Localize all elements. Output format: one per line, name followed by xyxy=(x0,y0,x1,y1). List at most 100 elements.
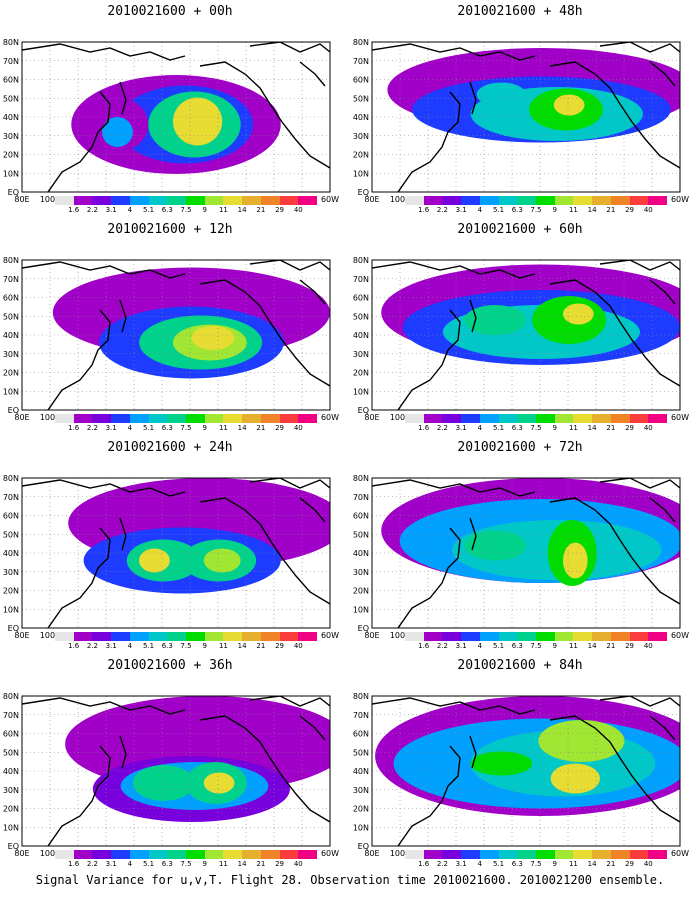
colorbar-swatch xyxy=(592,850,612,859)
map-plot: 80N70N60N50N40N30N20N10NEQ80E100E120E140… xyxy=(350,22,690,204)
colorbar-swatch xyxy=(461,414,481,423)
lat-label: 20N xyxy=(353,151,369,160)
lat-label: 10N xyxy=(353,169,369,178)
lat-label: EQ xyxy=(358,188,369,197)
coastline xyxy=(249,478,330,489)
colorbar-swatch xyxy=(111,632,131,641)
colorbar-label: 9 xyxy=(552,424,557,432)
coastline xyxy=(249,696,330,707)
lat-label: 10N xyxy=(353,605,369,614)
coastline xyxy=(22,261,186,279)
colorbar-swatch xyxy=(498,632,518,641)
colorbar-swatch xyxy=(111,850,131,859)
map-svg: 80N70N60N50N40N30N20N10NEQ80E100E120E140… xyxy=(3,692,339,858)
colorbar-label: 2.2 xyxy=(436,860,448,868)
colorbar-swatch xyxy=(442,632,462,641)
lat-label: 10N xyxy=(3,823,19,832)
colorbar-swatch xyxy=(573,414,593,423)
plot-frame xyxy=(371,259,681,411)
panel-title: 2010021600 + 60h xyxy=(457,222,583,237)
colorbar-swatch xyxy=(279,414,299,423)
colorbar-label: 7.5 xyxy=(180,206,192,214)
colorbar-swatch xyxy=(536,414,556,423)
colorbar-swatch xyxy=(55,196,75,205)
colorbar-label: 5.1 xyxy=(492,860,505,868)
colorbar-swatch xyxy=(111,414,131,423)
colorbar-label: 6.3 xyxy=(511,424,523,432)
colorbar-swatch xyxy=(536,850,556,859)
colorbar-swatch xyxy=(167,850,187,859)
map-plot: 80N70N60N50N40N30N20N10NEQ80E100E120E140… xyxy=(0,22,340,204)
coastline xyxy=(549,715,680,823)
lat-label: 20N xyxy=(3,369,19,378)
colorbar-swatch xyxy=(648,850,668,859)
lat-label: 50N xyxy=(353,748,369,757)
variance-region xyxy=(132,765,195,801)
lon-label: 80E xyxy=(14,195,29,204)
colorbar-label: 40 xyxy=(293,424,303,432)
colorbar-label: 4 xyxy=(477,424,483,432)
colorbar-swatch xyxy=(204,850,224,859)
colorbar-swatch xyxy=(442,850,462,859)
colorbar-swatch xyxy=(92,196,112,205)
lon-label: 60W xyxy=(321,631,339,640)
lon-label: 80E xyxy=(364,195,379,204)
lat-label: 30N xyxy=(353,350,369,359)
lon-label: 100E xyxy=(390,195,410,204)
colorbar-label: 29 xyxy=(275,642,285,650)
lon-label: 80E xyxy=(364,849,379,858)
colorbar-swatch xyxy=(298,850,318,859)
colorbar-swatch xyxy=(517,196,537,205)
colorbar-label: 3.1 xyxy=(105,860,117,868)
colorbar-label: 4 xyxy=(127,206,133,214)
colorbar-swatch xyxy=(610,632,631,641)
colorbar-label: 5.1 xyxy=(492,206,505,214)
coastline xyxy=(199,715,330,823)
coastline xyxy=(397,527,461,628)
lat-label: 80N xyxy=(353,474,369,483)
colorbar-swatch xyxy=(55,850,75,859)
panel-00h: 2010021600 + 00h 80N 70N 60N 50N 40N 30N 20N 10… xyxy=(0,0,340,214)
colorbar-swatch xyxy=(442,414,462,423)
colorbar-swatch xyxy=(442,196,462,205)
lat-label: 10N xyxy=(3,605,19,614)
colorbar-swatch xyxy=(423,850,443,859)
lat-label: 70N xyxy=(353,275,369,284)
coastline xyxy=(372,43,536,61)
lon-label: 60W xyxy=(671,631,689,640)
lat-label: 50N xyxy=(353,530,369,539)
colorbar-swatch xyxy=(554,196,574,205)
variance-region xyxy=(470,751,533,776)
lon-label: 60W xyxy=(671,849,689,858)
colorbar-swatch xyxy=(592,414,612,423)
colorbar-swatch xyxy=(242,414,262,423)
coastline xyxy=(649,497,676,523)
lat-label: 70N xyxy=(353,57,369,66)
coastline xyxy=(549,497,680,605)
map-plot: 80N70N60N50N40N30N20N10NEQ80E100E120E140… xyxy=(350,458,690,640)
panel-title: 2010021600 + 48h xyxy=(457,4,583,19)
colorbar-swatch xyxy=(129,850,150,859)
colorbar-label: 1.6 xyxy=(418,860,430,868)
colorbar-swatch xyxy=(423,632,443,641)
colorbar-label: 5.1 xyxy=(142,206,155,214)
colorbar-swatch xyxy=(279,632,299,641)
colorbar-label: 29 xyxy=(625,206,635,214)
lat-label: 30N xyxy=(353,132,369,141)
lat-label: 30N xyxy=(3,132,19,141)
variance-region xyxy=(172,97,223,146)
coastline xyxy=(47,527,111,628)
lat-label: 70N xyxy=(3,493,19,502)
colorbar-label: 6.3 xyxy=(161,206,173,214)
lat-label: EQ xyxy=(358,624,369,633)
colorbar-swatch xyxy=(260,196,281,205)
lat-label: 70N xyxy=(353,493,369,502)
colorbar-swatch xyxy=(498,414,518,423)
colorbar-swatch xyxy=(423,414,443,423)
lat-label: 30N xyxy=(353,568,369,577)
coastline xyxy=(299,497,326,523)
colorbar-label: 1.6 xyxy=(418,206,430,214)
coastline xyxy=(649,715,676,741)
lon-label: 100E xyxy=(40,413,60,422)
colorbar-swatch xyxy=(498,196,518,205)
